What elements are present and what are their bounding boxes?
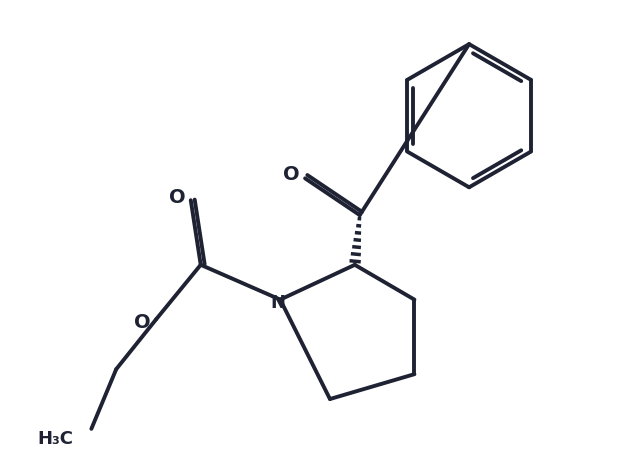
Text: N: N xyxy=(271,294,285,312)
Text: O: O xyxy=(134,313,150,332)
Text: H₃C: H₃C xyxy=(38,430,74,448)
Text: O: O xyxy=(168,188,185,207)
Text: O: O xyxy=(283,165,300,184)
